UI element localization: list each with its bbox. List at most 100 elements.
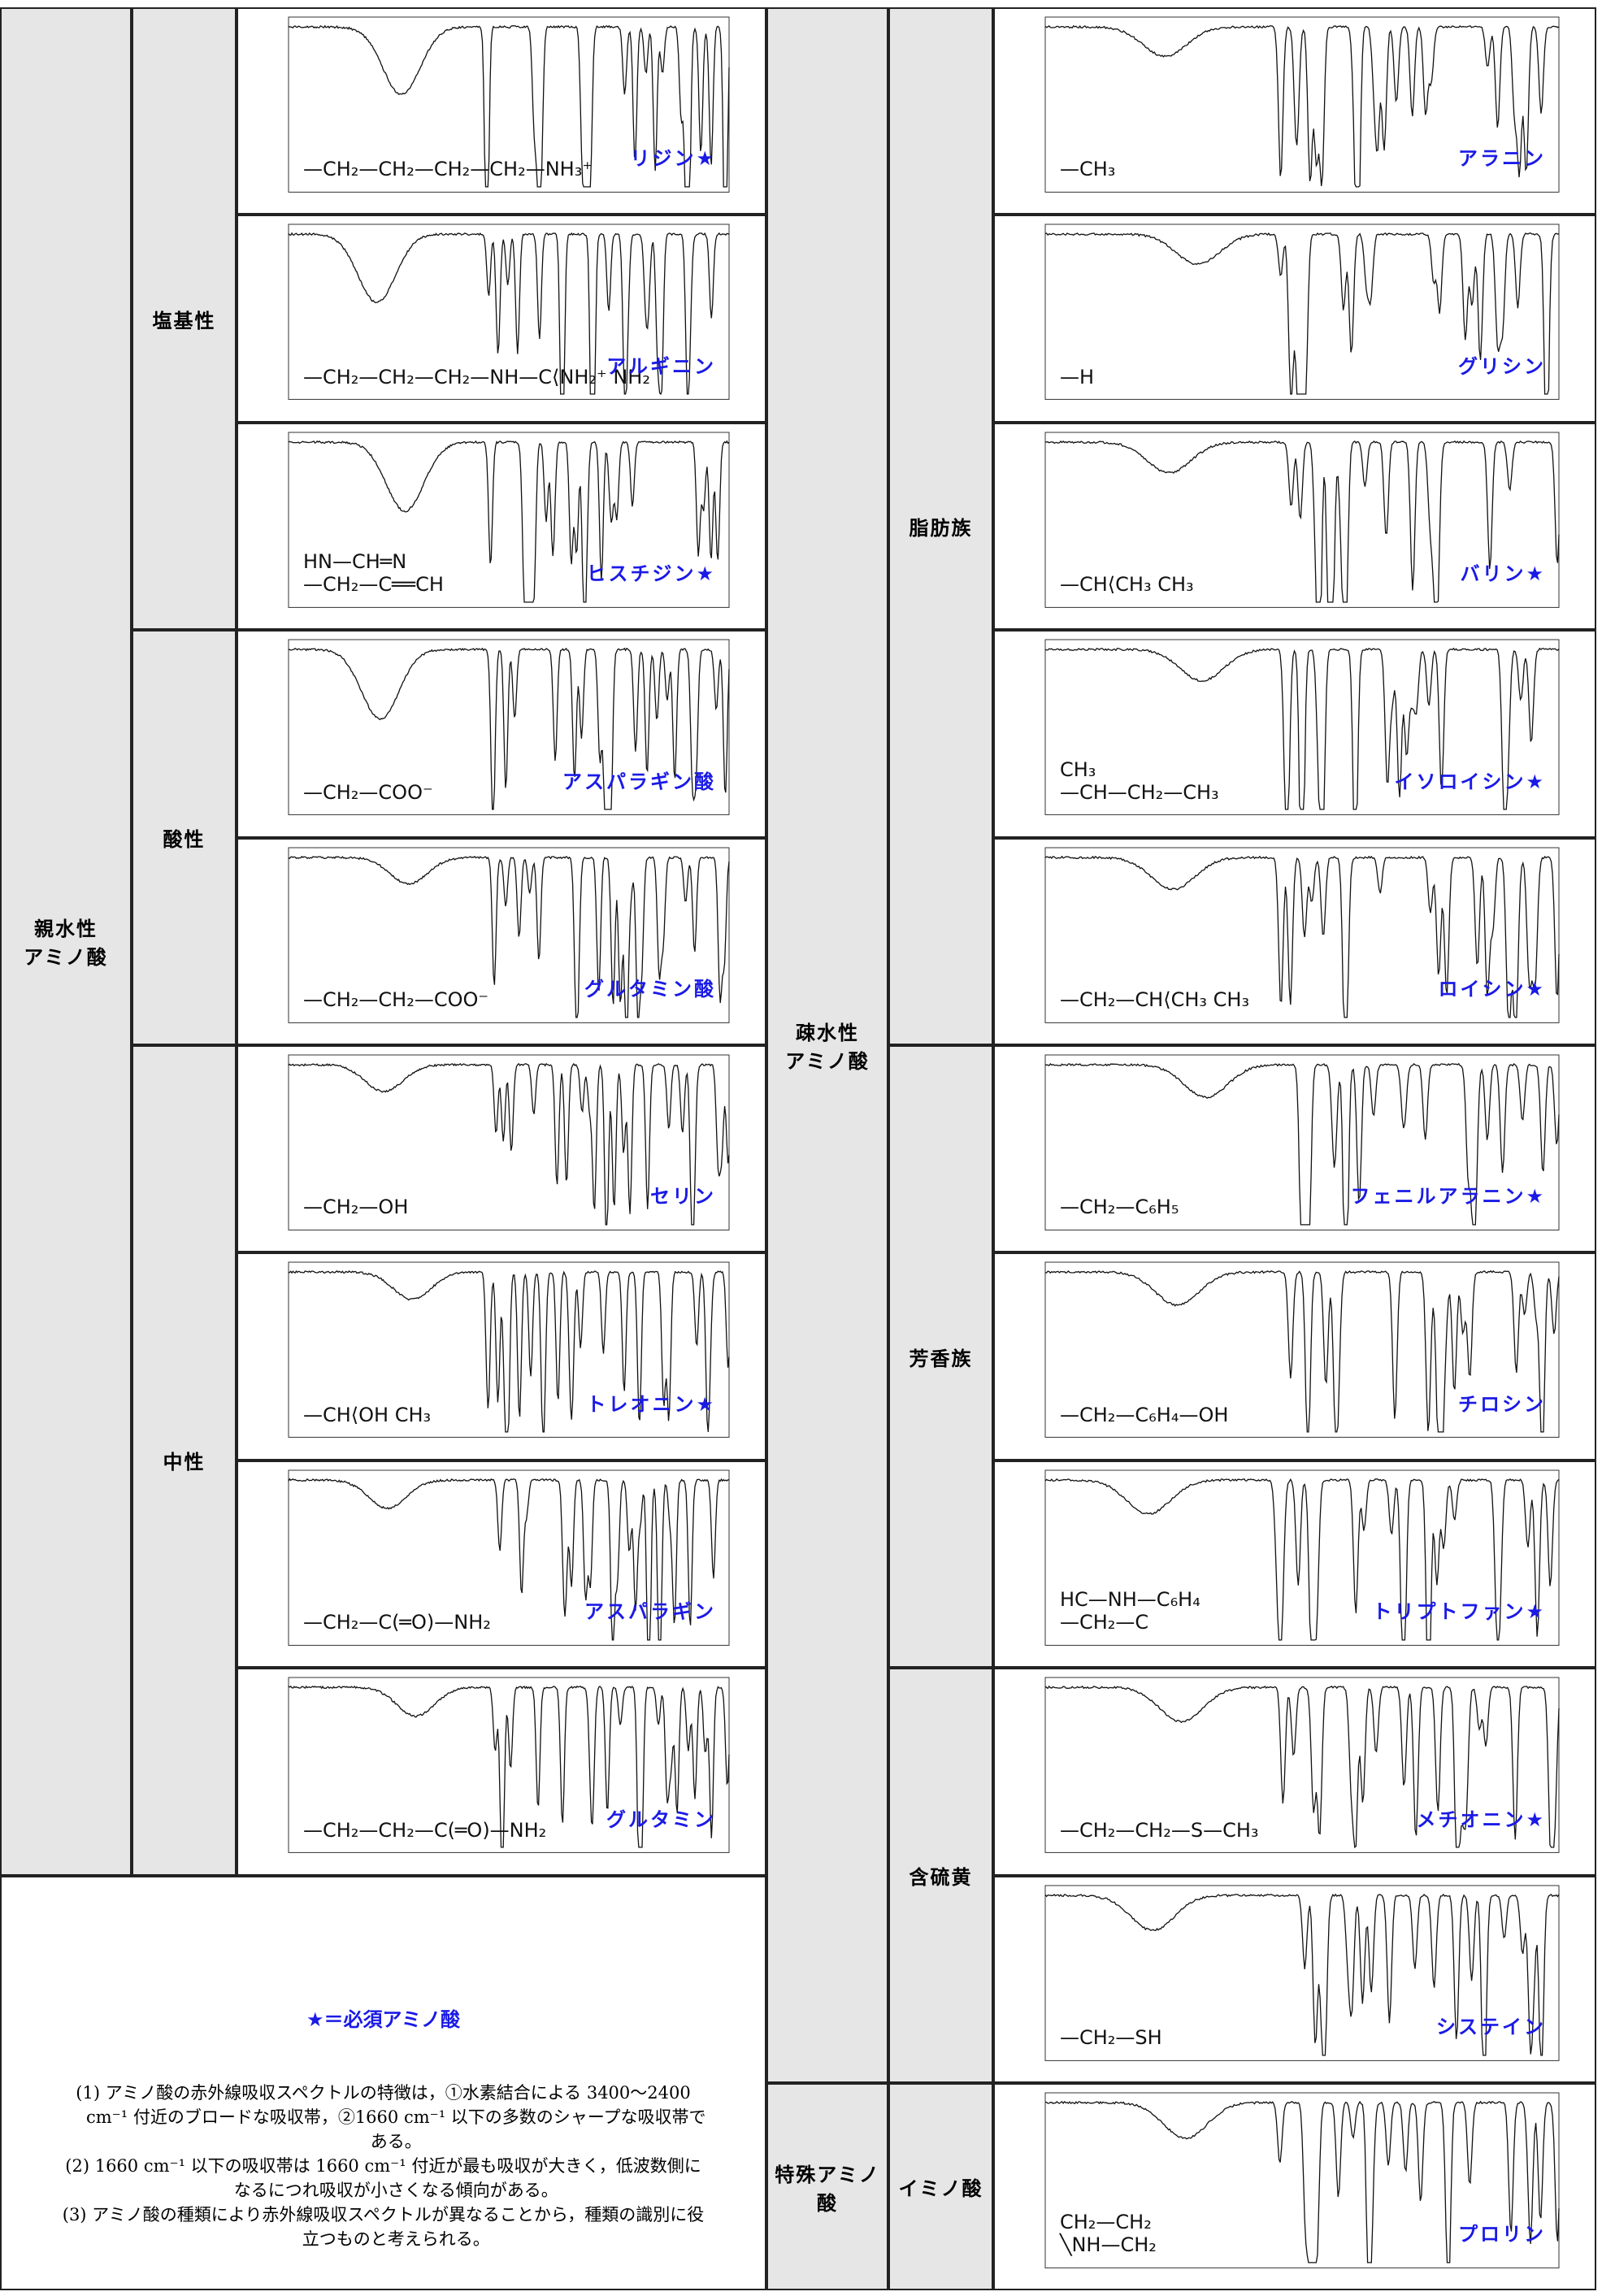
subgroup-label: 塩基性: [132, 7, 237, 631]
plot-frame: [1044, 1469, 1560, 1646]
spectrum-line: [288, 647, 730, 810]
spectrum-line: [288, 1062, 730, 1226]
spectrum: [1044, 1469, 1560, 1646]
spectrum-cell: —CH₂—CH⟨CH₃ CH₃ ロイシン★: [993, 837, 1596, 1045]
amino-acid-name: フェニルアラニン★: [1350, 1185, 1546, 1209]
structural-formula: —H: [1060, 365, 1095, 388]
spectrum: [1044, 1885, 1560, 2061]
subgroup-label: 脂肪族: [888, 7, 993, 1045]
amino-acid-name: セリン: [650, 1185, 716, 1209]
amino-acid-name: チロシン: [1458, 1392, 1546, 1416]
spectrum-line: [1044, 855, 1560, 1018]
spectrum: [1044, 1054, 1560, 1230]
plot-frame: [1044, 224, 1560, 401]
spectrum: [1044, 1261, 1560, 1439]
structural-formula: —CH₂—CH₂—S—CH₃: [1060, 1818, 1259, 1842]
spectrum-cell: —CH₂—CH₂—S—CH₃ メチオニン★: [993, 1668, 1596, 1876]
spectrum-line: [288, 24, 730, 188]
spectrum-line: [1044, 24, 1560, 188]
amino-acid-name: ロイシン★: [1438, 977, 1546, 1000]
structural-formula: —CH⟨CH₃ CH₃: [1060, 573, 1194, 597]
structural-formula: CH₃ —CH—CH₂—CH₃: [1060, 757, 1219, 804]
amino-acid-name: アルギニン: [606, 354, 716, 378]
spectrum-cell: CH₃ —CH—CH₂—CH₃ イソロイシン★: [993, 630, 1596, 838]
spectrum-cell: —CH⟨CH₃ CH₃ バリン★: [993, 422, 1596, 631]
spectrum: [1044, 2092, 1560, 2268]
amino-acid-name: バリン★: [1460, 562, 1546, 586]
spectrum: [288, 639, 730, 816]
plot-frame: [288, 847, 730, 1023]
plot-frame: [1044, 847, 1560, 1023]
plot-frame: [1044, 639, 1560, 816]
spectrum: [288, 16, 730, 193]
spectrum-cell: —CH₂—COO⁻ アスパラギン酸: [237, 630, 766, 838]
amino-acid-name: グリシン: [1458, 354, 1546, 378]
spectrum: [288, 1677, 730, 1854]
amino-acid-name: アスパラギン: [584, 1600, 716, 1624]
subgroup-label: 酸性: [132, 630, 237, 1045]
plot-frame: [288, 16, 730, 193]
spectrum-line: [1044, 440, 1560, 603]
plot-frame: [288, 224, 730, 401]
plot-frame: [1044, 1885, 1560, 2061]
plot-frame: [288, 1054, 730, 1230]
spectrum-line: [1044, 232, 1560, 395]
note: (2) 1660 cm⁻¹ 以下の吸収帯は 1660 cm⁻¹ 付近が最も吸収が…: [65, 2155, 701, 2200]
plot-frame: [1044, 16, 1560, 193]
spectrum-line: [288, 1478, 730, 1641]
spectrum: [288, 224, 730, 401]
note: (3) アミノ酸の種類により赤外線吸収スペクトルが異なることから，種類の識別に役…: [62, 2204, 705, 2249]
spectrum-line: [288, 232, 730, 396]
structural-formula: —CH₂—SH: [1060, 2025, 1162, 2049]
plot-frame: [1044, 1261, 1560, 1439]
subgroup-label: イミノ酸: [888, 2083, 993, 2291]
amino-acid-name: システイン: [1436, 2015, 1546, 2038]
structural-formula: —CH₂—CH₂—COO⁻: [303, 987, 489, 1011]
structural-formula: —CH₂—CH⟨CH₃ CH₃: [1060, 987, 1250, 1011]
spectrum-cell: HN—CH═N —CH₂—C══CH ヒスチジン★: [237, 422, 766, 631]
spectrum: [288, 432, 730, 608]
spectrum-line: [1044, 647, 1560, 810]
spectrum: [1044, 1677, 1560, 1854]
spectrum-cell: HC—NH—C₆H₄ —CH₂—C トリプトファン★: [993, 1460, 1596, 1669]
note: (1) アミノ酸の赤外線吸収スペクトルの特徴は，①水素結合による 3400～24…: [76, 2082, 706, 2151]
spectrum-cell: —CH₂—CH₂—CH₂—CH₂—NH₃⁺ リジン★: [237, 7, 766, 215]
spectrum-line: [1044, 2100, 1560, 2263]
spectrum-line: [1044, 1478, 1560, 1641]
spectrum-line: [1044, 1893, 1560, 2056]
amino-acid-name: リジン★: [630, 147, 716, 171]
structural-formula: —CH₂—CH₂—CH₂—CH₂—NH₃⁺: [303, 158, 593, 181]
structural-formula: —CH₂—OH: [303, 1196, 409, 1219]
plot-frame: [1044, 1677, 1560, 1854]
structural-formula: —CH₂—C₆H₅: [1060, 1196, 1179, 1219]
spectrum-cell: —CH₂—SH システイン: [993, 1875, 1596, 2083]
structural-formula: CH₂—CH₂ ╲NH—CH₂: [1060, 2211, 1157, 2257]
spectrum: [288, 1261, 730, 1439]
amino-acid-name: トレオニン★: [586, 1392, 716, 1416]
notes: ★＝必須アミノ酸 (1) アミノ酸の赤外線吸収スペクトルの特徴は，①水素結合による…: [0, 1875, 766, 2290]
spectrum-line: [288, 440, 730, 603]
structural-formula: HN—CH═N —CH₂—C══CH: [303, 550, 444, 597]
structural-formula: —CH₃: [1060, 158, 1116, 181]
spectrum-line: [288, 1270, 730, 1433]
amino-acid-name: グルタミン: [606, 1808, 716, 1831]
plot-frame: [288, 1469, 730, 1646]
amino-acid-name: プロリン: [1458, 2223, 1546, 2246]
spectrum-line: [1044, 1270, 1560, 1433]
spectrum-line: [1044, 1062, 1560, 1226]
amino-acid-name: グルタミン酸: [584, 977, 716, 1000]
plot-frame: [288, 432, 730, 608]
spectrum: [1044, 224, 1560, 401]
spectrum-cell: —CH₂—C₆H₄—OH チロシン: [993, 1252, 1596, 1460]
legend: ★＝必須アミノ酸: [306, 2007, 461, 2031]
group-label: 親水性 アミノ酸: [0, 7, 132, 1876]
spectrum: [1044, 16, 1560, 193]
spectrum: [1044, 639, 1560, 816]
plot-frame: [1044, 1054, 1560, 1230]
amino-acid-name: アラニン: [1458, 147, 1546, 171]
group-label: 特殊アミノ酸: [766, 2083, 888, 2291]
spectrum-cell: —CH⟨OH CH₃ トレオニン★: [237, 1252, 766, 1460]
plot-frame: [1044, 2092, 1560, 2268]
subgroup-label: 含硫黄: [888, 1668, 993, 2083]
spectrum-cell: —CH₂—C₆H₅ フェニルアラニン★: [993, 1045, 1596, 1253]
